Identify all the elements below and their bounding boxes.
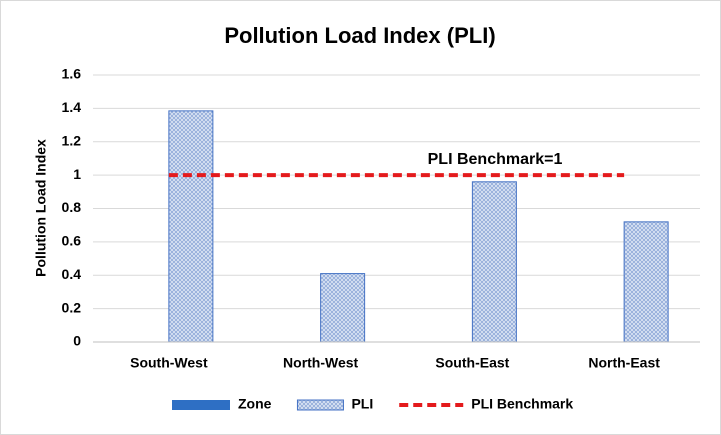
legend-swatch (296, 399, 344, 411)
bar (623, 221, 669, 343)
legend-swatch (172, 400, 230, 410)
legend-label: PLI (351, 396, 373, 412)
annotation: PLI Benchmark=1 (428, 151, 563, 168)
chart-title: Pollution Load Index (PLI) (224, 23, 495, 48)
y-tick-label: 0.4 (62, 266, 82, 282)
x-tick-label: South-West (130, 355, 208, 371)
legend-label: Zone (238, 396, 272, 412)
y-tick-label: 0 (73, 333, 81, 349)
bar (320, 273, 366, 343)
bar (168, 110, 214, 343)
y-axis-label: Pollution Load Index (33, 139, 49, 277)
x-tick-label: North-East (588, 355, 660, 371)
legend-label: PLI Benchmark (471, 396, 573, 412)
x-tick-label: South-East (435, 355, 509, 371)
y-tick-label: 0.6 (62, 233, 82, 249)
bar (471, 181, 517, 343)
y-tick-label: 1.6 (62, 66, 82, 82)
y-tick-label: 0.2 (62, 299, 82, 315)
x-tick-label: North-West (283, 355, 359, 371)
y-tick-label: 1.4 (62, 99, 82, 115)
y-tick-label: 0.8 (62, 199, 82, 215)
y-tick-label: 1 (73, 166, 81, 182)
y-tick-label: 1.2 (62, 132, 82, 148)
